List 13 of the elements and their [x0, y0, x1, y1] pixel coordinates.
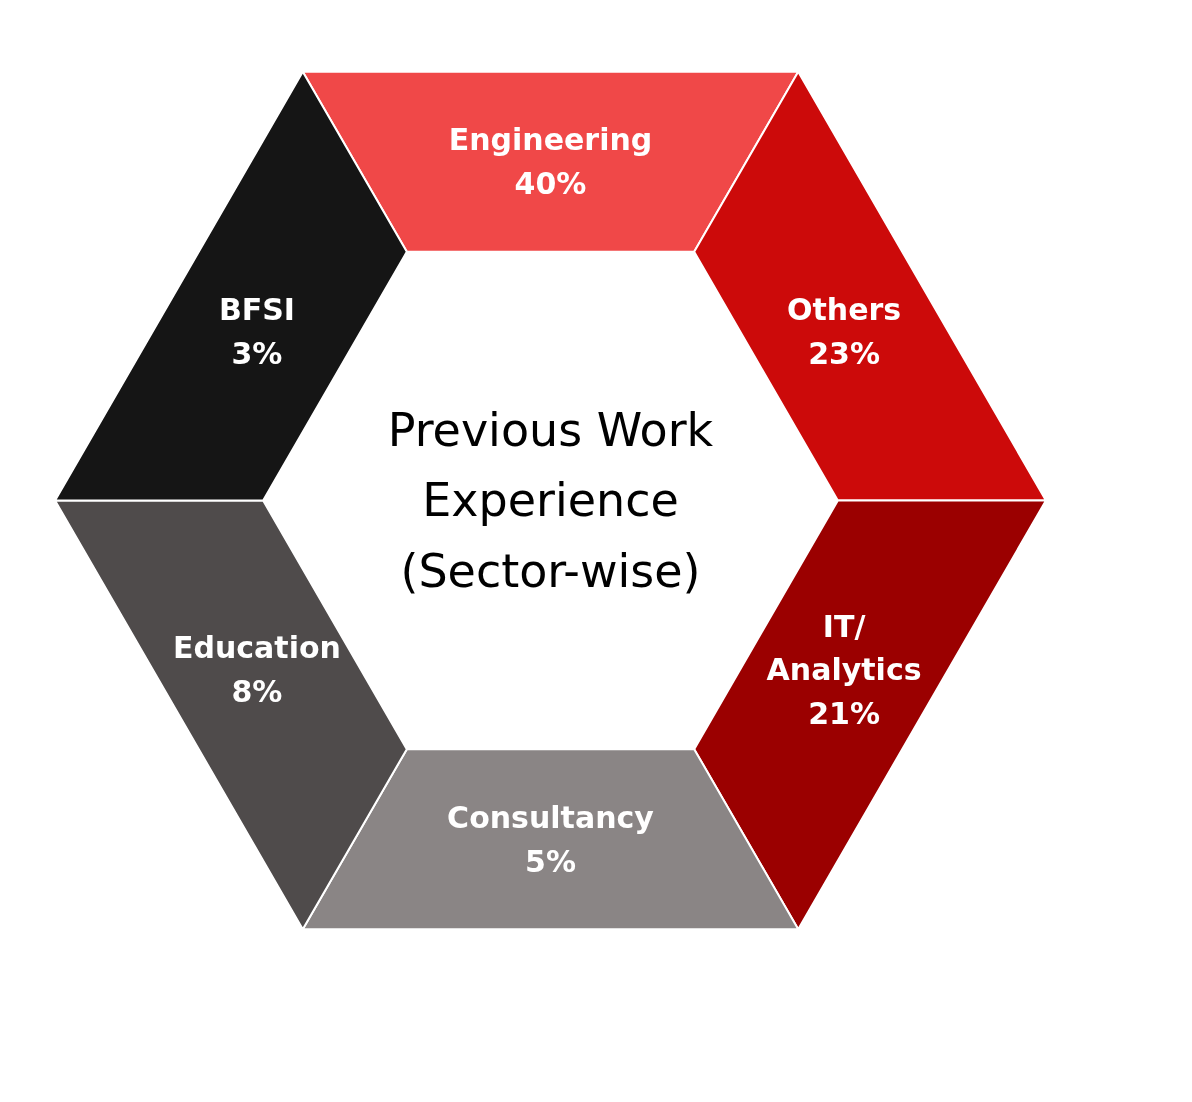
data-label: 3% — [231, 335, 283, 371]
data-label: 5% — [525, 843, 576, 879]
data-label: 21% — [808, 696, 880, 732]
data-label: 40% — [514, 166, 587, 202]
data-label: 23% — [808, 335, 880, 371]
text: Previous Work Experience (Sector-wise) — [387, 403, 714, 598]
category-label: Engineering — [448, 122, 653, 158]
category-label: Education — [172, 630, 341, 666]
data-label: 8% — [231, 674, 283, 710]
category-label: BFSI — [218, 291, 296, 327]
category-label: Others — [786, 291, 902, 327]
category-label: IT/Analytics — [766, 608, 922, 688]
category-label: Consultancy — [447, 799, 655, 835]
